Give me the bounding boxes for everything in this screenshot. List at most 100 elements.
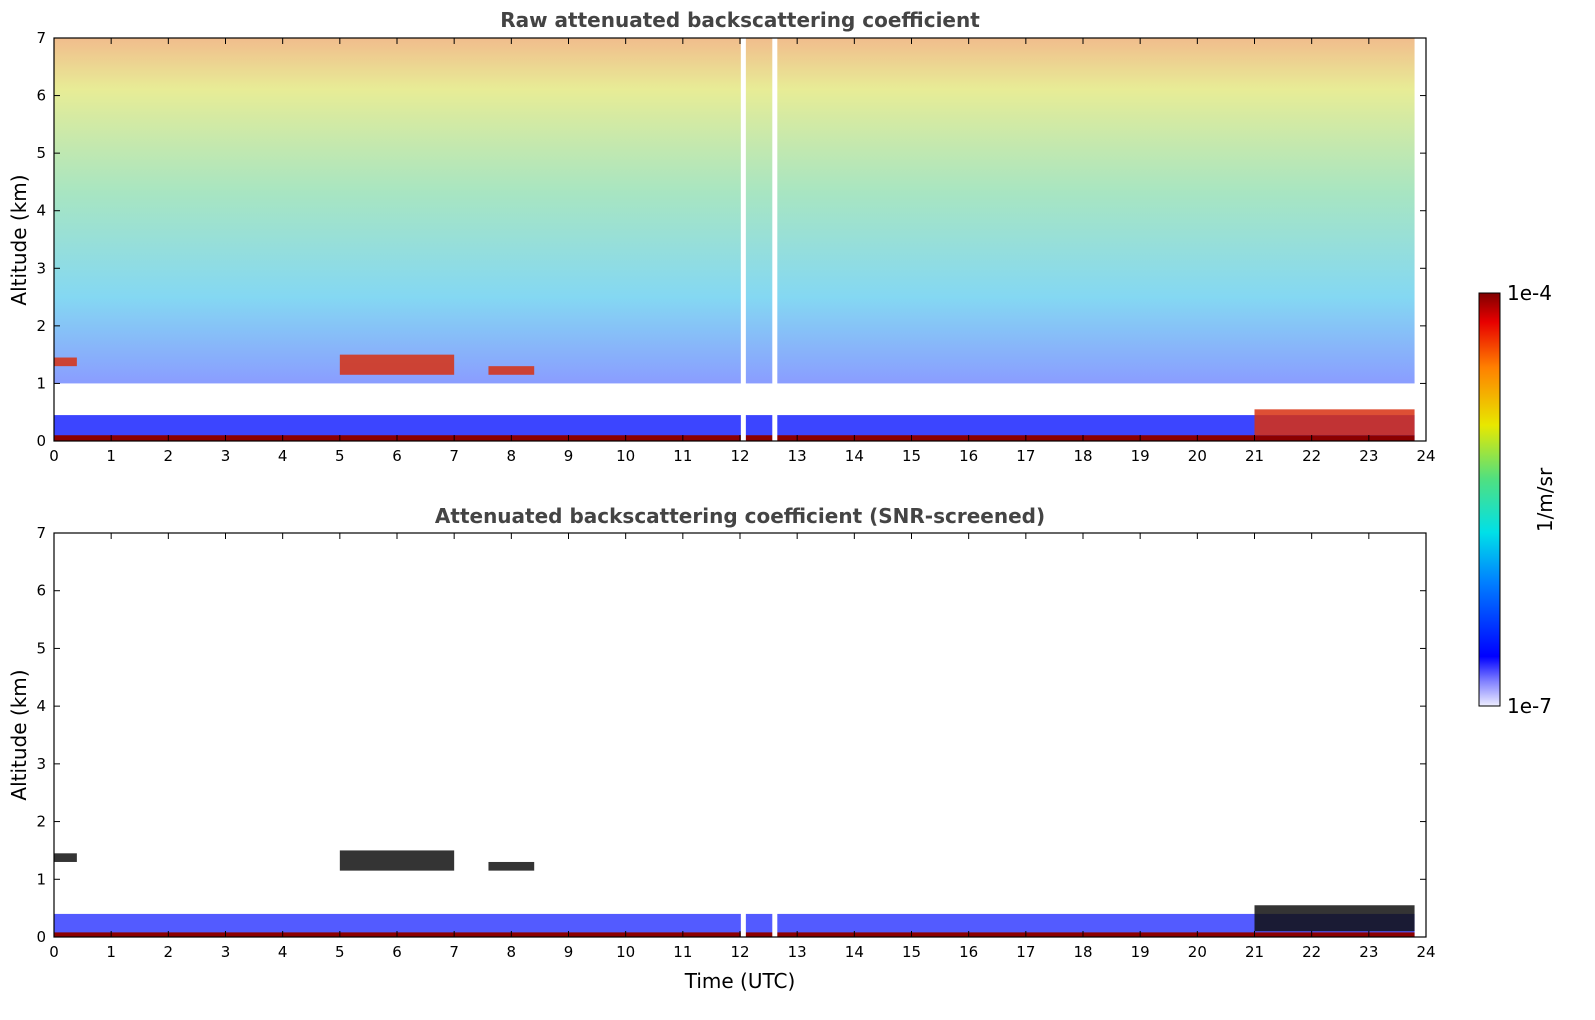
raw-backscatter-panel: Raw attenuated backscattering coefficien… [7,8,1436,465]
x-tick-label: 18 [1073,943,1092,961]
data-gap [772,533,778,937]
x-tick-label: 23 [1359,447,1378,465]
x-tick-label: 14 [845,943,864,961]
x-tick-label: 13 [788,447,807,465]
x-tick-label: 20 [1188,447,1207,465]
cloud-layer [488,366,535,375]
cloud-layer [1254,905,1415,932]
y-tick-label: 1 [36,374,46,392]
tick-layer: 0 1 2 3 4 5 6 7 8 9 10 11 12 13 14 15 16 17 18 19 20 21 22 23 24… [36,524,1435,961]
y-tick-label: 3 [36,755,46,773]
x-tick-label: 21 [1245,943,1264,961]
x-tick-label: 20 [1188,943,1207,961]
x-tick-label: 11 [673,943,692,961]
x-axis-label: Time (UTC) [684,969,796,993]
x-tick-label: 22 [1302,447,1321,465]
x-tick-label: 14 [845,447,864,465]
cloud-layer [54,357,77,367]
x-tick-label: 6 [392,943,402,961]
x-tick-label: 6 [392,447,402,465]
x-tick-label: 15 [902,943,921,961]
y-tick-label: 0 [36,432,46,450]
x-tick-label: 9 [564,943,574,961]
x-tick-label: 17 [1016,943,1035,961]
x-tick-label: 5 [335,447,345,465]
x-tick-label: 23 [1359,943,1378,961]
x-tick-label: 1 [106,943,116,961]
cloud-layer [339,354,455,375]
noise-region [54,38,1415,384]
x-tick-label: 7 [449,943,459,961]
x-tick-label: 5 [335,943,345,961]
x-tick-label: 12 [730,943,749,961]
x-tick-label: 0 [49,943,59,961]
colorbar-min-label: 1e-7 [1507,694,1552,718]
data-gap [740,533,746,937]
x-tick-label: 18 [1073,447,1092,465]
x-tick-label: 11 [673,447,692,465]
y-tick-label: 3 [36,259,46,277]
x-tick-label: 13 [788,943,807,961]
y-tick-label: 7 [36,524,46,542]
boundary-layer [54,913,1415,937]
x-tick-label: 21 [1245,447,1264,465]
panel-title: Raw attenuated backscattering coefficien… [500,8,980,32]
heatmap-layer [54,38,1415,441]
colorbar: 1e-4 1e-7 1/m/sr [1478,281,1557,718]
cloud-layer [488,861,535,871]
tick-layer: 0 1 2 3 4 5 6 7 8 9 10 11 12 13 14 15 16 17 18 19 20 21 22 23 24… [36,29,1435,465]
data-gap [772,38,778,441]
x-tick-label: 10 [616,943,635,961]
x-tick-label: 3 [221,447,231,465]
y-tick-label: 1 [36,870,46,888]
y-tick-label: 5 [36,639,46,657]
data-gap [740,38,746,441]
x-tick-label: 3 [221,943,231,961]
x-tick-label: 1 [106,447,116,465]
x-tick-label: 17 [1016,447,1035,465]
x-tick-label: 15 [902,447,921,465]
x-tick-label: 8 [507,447,517,465]
surface-layer [54,932,1415,937]
cloud-layer [54,853,77,862]
x-tick-label: 7 [449,447,459,465]
x-tick-label: 16 [959,447,978,465]
surface-layer [54,435,1415,441]
x-tick-label: 10 [616,447,635,465]
snr-screened-panel: Attenuated backscattering coefficient (S… [7,504,1436,993]
x-tick-label: 16 [959,943,978,961]
x-tick-label: 2 [164,447,174,465]
y-tick-label: 7 [36,29,46,47]
panel-title: Attenuated backscattering coefficient (S… [435,504,1045,528]
y-axis-label: Altitude (km) [7,669,31,800]
x-tick-label: 4 [278,447,288,465]
x-tick-label: 4 [278,943,288,961]
x-tick-label: 24 [1416,943,1435,961]
colorbar-max-label: 1e-4 [1507,281,1552,305]
x-tick-label: 2 [164,943,174,961]
y-tick-label: 6 [36,582,46,600]
colorbar-gradient [1478,292,1501,707]
y-axis-label: Altitude (km) [7,174,31,305]
x-tick-label: 0 [49,447,59,465]
y-tick-label: 6 [36,87,46,105]
x-tick-label: 24 [1416,447,1435,465]
x-tick-label: 19 [1131,943,1150,961]
colorbar-units-label: 1/m/sr [1533,467,1557,532]
x-tick-label: 19 [1131,447,1150,465]
y-tick-label: 4 [36,697,46,715]
plot-frame [53,532,1427,938]
y-tick-label: 2 [36,317,46,335]
cloud-layer [339,850,455,871]
y-tick-label: 4 [36,202,46,220]
x-tick-label: 22 [1302,943,1321,961]
x-tick-label: 12 [730,447,749,465]
x-tick-label: 8 [507,943,517,961]
x-tick-label: 9 [564,447,574,465]
y-tick-label: 5 [36,144,46,162]
y-tick-label: 2 [36,813,46,831]
cloud-layer [1254,409,1415,436]
heatmap-layer [54,533,1415,937]
y-tick-label: 0 [36,928,46,946]
